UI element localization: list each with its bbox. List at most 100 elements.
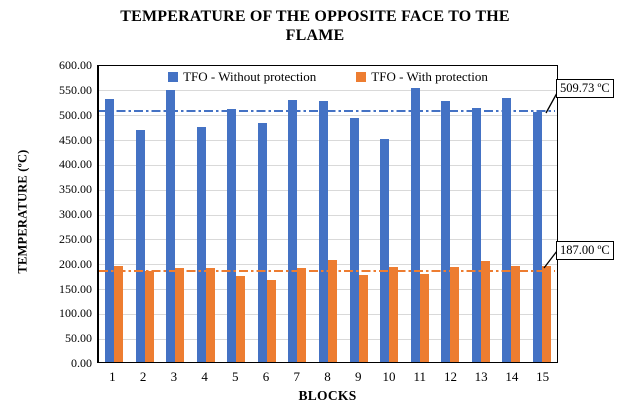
bar-with-protection-block-10 <box>389 267 399 362</box>
bar-with-protection-block-4 <box>205 267 215 362</box>
bar-group-block-14 <box>496 66 527 362</box>
y-tick-label: 200.00 <box>59 256 92 271</box>
chart-title-line1: TEMPERATURE OF THE OPPOSITE FACE TO THE <box>120 8 510 25</box>
y-tick-label: 100.00 <box>59 306 92 321</box>
x-axis-tick-labels: 1 2 3 4 5 6 7 8 9 10 11 12 13 14 15 <box>97 369 558 385</box>
bar-group-block-6 <box>252 66 283 362</box>
x-tick-label-block-5: 5 <box>232 369 239 384</box>
x-tick-label-block-3: 3 <box>170 369 178 384</box>
legend: TFO - Without protection TFO - With prote… <box>99 69 557 84</box>
bar-without-protection-block-5 <box>227 109 237 362</box>
bar-group-block-1 <box>99 66 130 362</box>
chart-title-line2: FLAME <box>285 27 345 44</box>
bar-with-protection-block-13 <box>480 260 490 362</box>
reference-line-blue-mean <box>99 109 555 113</box>
x-tick-label-block-6: 6 <box>262 369 270 384</box>
gridline <box>99 164 557 166</box>
legend-item-with-protection: TFO - With protection <box>356 69 488 84</box>
gridline <box>99 189 557 191</box>
y-tick-label: 300.00 <box>59 207 92 221</box>
bar-group-block-3 <box>160 66 191 362</box>
gridline <box>99 115 557 117</box>
bar-without-protection-block-12 <box>441 100 451 362</box>
legend-label: TFO - Without protection <box>183 69 317 84</box>
bar-group-block-7 <box>282 66 313 362</box>
x-tick-label-block-9: 9 <box>354 369 362 384</box>
bar-with-protection-block-9 <box>358 274 368 362</box>
bar-without-protection-block-2 <box>135 130 145 362</box>
y-tick-label: 250.00 <box>59 231 92 246</box>
chart-title: TEMPERATURE OF THE OPPOSITE FACE TO THE … <box>0 7 630 45</box>
annotation-orange-mean-label: 187.00 ºC <box>556 241 614 260</box>
y-tick-label: 50.00 <box>65 331 92 346</box>
bar-without-protection-block-6 <box>257 122 267 362</box>
bar-group-block-4 <box>191 66 222 362</box>
bar-without-protection-block-8 <box>318 101 328 362</box>
bar-without-protection-block-3 <box>166 90 176 362</box>
bar-without-protection-block-1 <box>105 99 115 362</box>
gridline <box>99 239 557 241</box>
y-tick-label: 500.00 <box>59 107 92 122</box>
x-tick-label-block-13: 13 <box>474 369 488 384</box>
x-tick-label-block-11: 11 <box>413 369 426 384</box>
y-tick-label: 600.00 <box>59 58 92 72</box>
y-tick-label: 350.00 <box>59 182 92 197</box>
x-tick-label-block-1: 1 <box>109 369 116 384</box>
bar-group-block-5 <box>221 66 252 362</box>
bar-without-protection-block-4 <box>196 126 206 362</box>
bar-with-protection-block-2 <box>144 271 154 362</box>
legend-item-without-protection: TFO - Without protection <box>168 69 316 84</box>
bar-group-block-9 <box>343 66 374 362</box>
x-tick-label-block-8: 8 <box>324 369 331 384</box>
x-tick-label-block-12: 12 <box>443 369 457 384</box>
gridline <box>99 90 557 92</box>
bar-without-protection-block-7 <box>288 100 298 362</box>
bar-with-protection-block-3 <box>175 268 185 362</box>
y-axis-title: TEMPERATURE (ºC) <box>15 149 30 274</box>
bar-with-protection-block-14 <box>511 266 521 362</box>
bar-group-block-10 <box>374 66 405 362</box>
x-tick-label-block-15: 15 <box>536 369 550 384</box>
bar-group-block-2 <box>130 66 161 362</box>
bar-with-protection-block-12 <box>450 266 460 362</box>
bars-layer <box>99 66 557 362</box>
y-tick-label: 150.00 <box>59 281 92 296</box>
bar-with-protection-block-5 <box>236 275 246 362</box>
x-tick-label-block-7: 7 <box>293 369 301 384</box>
reference-line-orange-mean <box>99 269 555 273</box>
bar-without-protection-block-13 <box>471 107 481 362</box>
x-tick-label-block-10: 10 <box>382 369 396 384</box>
bar-with-protection-block-6 <box>266 279 276 362</box>
y-tick-label: 450.00 <box>59 132 92 147</box>
bar-with-protection-block-1 <box>114 265 124 362</box>
gridline <box>99 140 557 141</box>
y-tick-label: 550.00 <box>59 82 92 97</box>
bar-group-block-13 <box>465 66 496 362</box>
bar-with-protection-block-8 <box>327 260 337 362</box>
bar-without-protection-block-11 <box>410 88 420 362</box>
x-tick-label-block-2: 2 <box>139 369 147 384</box>
bar-group-block-8 <box>313 66 344 362</box>
gridline <box>99 214 557 216</box>
y-tick-label: 400.00 <box>59 157 92 172</box>
bar-without-protection-block-15 <box>532 111 542 362</box>
x-tick-label-block-14: 14 <box>505 369 519 384</box>
bar-group-block-15 <box>526 66 557 362</box>
x-tick-label-block-4: 4 <box>201 369 208 384</box>
x-axis-title: BLOCKS <box>298 388 357 403</box>
bar-with-protection-block-15 <box>541 266 551 362</box>
bar-group-block-12 <box>435 66 466 362</box>
legend-swatch-icon <box>356 71 367 82</box>
annotation-blue-mean-label: 509.73 ºC <box>556 79 614 98</box>
bar-without-protection-block-14 <box>502 98 512 362</box>
plot-area: TFO - Without protection TFO - With prote… <box>97 65 558 363</box>
bar-with-protection-block-7 <box>297 267 307 362</box>
legend-label: TFO - With protection <box>371 69 488 84</box>
y-tick-label: 0.00 <box>71 356 92 370</box>
bar-without-protection-block-9 <box>349 118 359 362</box>
bar-group-block-11 <box>404 66 435 362</box>
legend-swatch-icon <box>168 71 179 82</box>
bar-without-protection-block-10 <box>380 139 390 362</box>
bar-with-protection-block-11 <box>419 273 429 362</box>
